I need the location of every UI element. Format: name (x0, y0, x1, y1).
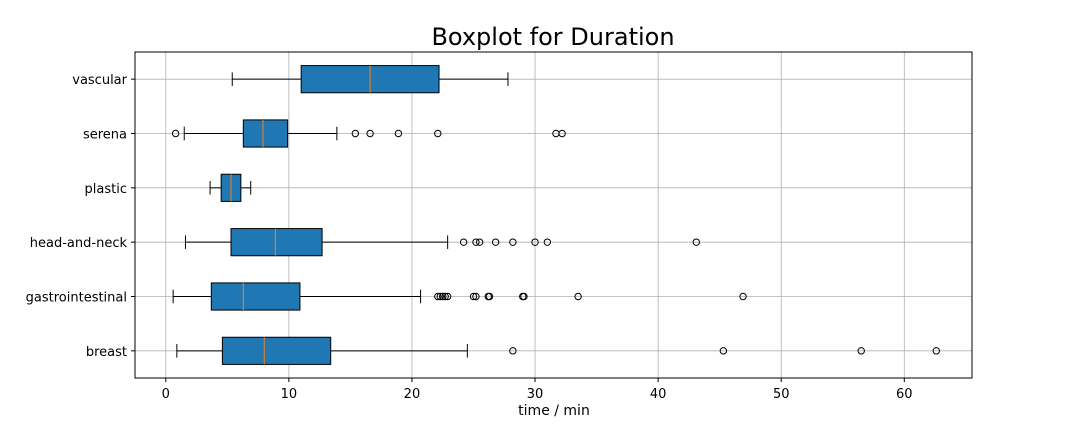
outlier-point (739, 292, 747, 301)
box-breast (176, 336, 941, 365)
outlier-point (472, 238, 480, 246)
y-tick-label-plastic: plastic (85, 182, 127, 197)
outlier-point (459, 238, 468, 246)
box-gastrointestinal (172, 282, 747, 311)
iqr-box (230, 228, 323, 257)
outlier-point (491, 238, 500, 246)
outlier-point (366, 129, 374, 138)
y-tick-label-vascular: vascular (72, 73, 127, 88)
x-tick-label: 60 (896, 387, 913, 402)
outlier-point (857, 347, 865, 355)
iqr-box (221, 336, 332, 365)
outlier-point (434, 129, 442, 138)
y-tick-label-gastrointestinal: gastrointestinal (26, 291, 127, 306)
outlier-point (574, 292, 582, 301)
y-tick-label-serena: serena (83, 128, 127, 143)
outlier-point (441, 292, 449, 301)
outlier-point (932, 347, 941, 355)
outlier-point (472, 292, 480, 301)
outlier-point (394, 129, 403, 138)
outlier-point (509, 238, 517, 246)
x-tick-label: 10 (281, 387, 298, 402)
x-tick-label: 40 (650, 387, 667, 402)
outlier-point (439, 292, 447, 301)
plot-frame (134, 51, 973, 379)
outlier-point (543, 238, 552, 246)
box-head-and-neck (184, 228, 700, 257)
outlier-point (443, 292, 452, 301)
outlier-point (351, 129, 360, 138)
y-tick-label-head-and-neck: head-and-neck (30, 236, 128, 251)
outlier-point (171, 129, 180, 138)
outlier-point (719, 347, 728, 355)
outlier-point (509, 347, 517, 355)
box-serena (171, 119, 566, 148)
outlier-point (469, 292, 478, 301)
chart-title: Boxplot for Duration (431, 23, 674, 51)
box-plastic (209, 173, 252, 202)
x-tick-label: 30 (527, 387, 544, 402)
outlier-point (485, 292, 494, 301)
outlier-point (558, 129, 566, 138)
outlier-point (436, 292, 444, 301)
iqr-box (210, 282, 301, 311)
outlier-point (520, 292, 528, 301)
y-tick-label-breast: breast (86, 345, 127, 360)
axis-ticks: 0 10 20 30 40 50 60 vascular serena plastic head-a… (26, 73, 913, 402)
box-series (171, 65, 941, 365)
grid-lines (135, 52, 972, 378)
box-vascular (231, 65, 509, 94)
iqr-box (242, 119, 289, 148)
x-tick-label: 50 (773, 387, 790, 402)
outlier-point (531, 238, 539, 246)
outlier-point (692, 238, 700, 246)
x-axis-label: time / min (518, 403, 590, 419)
x-tick-label: 20 (404, 387, 421, 402)
outlier-point (475, 238, 484, 246)
outlier-point (434, 292, 442, 301)
x-tick-label: 0 (162, 387, 170, 402)
